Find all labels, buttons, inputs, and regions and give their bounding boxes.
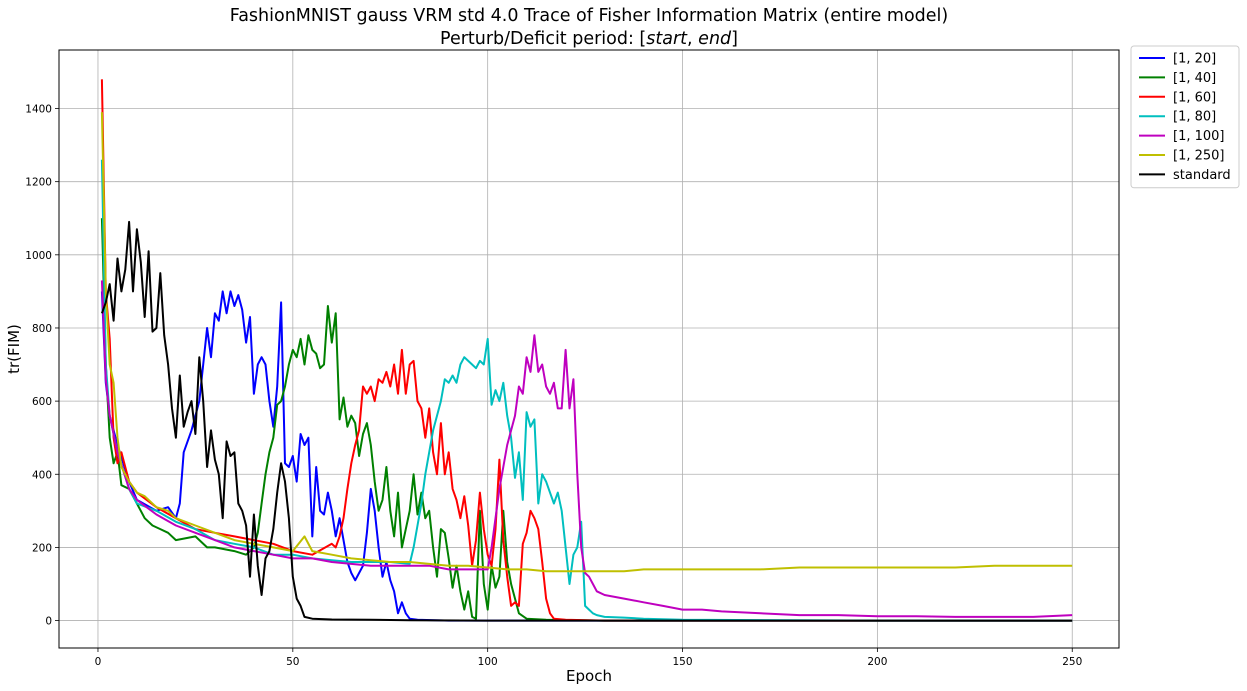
x-axis-label: Epoch [566, 667, 612, 685]
x-tick-label: 0 [95, 656, 102, 668]
y-tick-label: 800 [32, 323, 52, 335]
y-tick-label: 1200 [25, 177, 52, 189]
subtitle-start: start [646, 29, 688, 49]
legend-label-0: [1, 20] [1173, 52, 1216, 67]
subtitle-prefix: Perturb/Deficit period: [ [440, 29, 646, 49]
x-tick-label: 50 [286, 656, 299, 668]
legend-label-6: standard [1173, 168, 1231, 183]
y-tick-label: 1400 [25, 104, 52, 116]
subtitle-end: end [698, 29, 732, 49]
x-tick-label: 150 [673, 656, 693, 668]
legend-label-3: [1, 80] [1173, 110, 1216, 125]
series-lines [100, 79, 1073, 622]
series-line-6 [100, 220, 1073, 622]
y-tick-label: 400 [32, 469, 52, 481]
subtitle-suffix: ] [731, 29, 738, 49]
x-tick-label: 100 [478, 656, 498, 668]
y-tick-label: 200 [32, 542, 52, 554]
x-tick-label: 250 [1062, 656, 1082, 668]
plot-frame [58, 49, 1120, 649]
chart-title: FashionMNIST gauss VRM std 4.0 Trace of … [230, 6, 949, 26]
series-line-1 [100, 218, 1073, 622]
axis-ticks: 0 50 100 150 200 250 0 200 400 600 800 1000 1200 1400 [25, 104, 1082, 668]
legend-label-2: [1, 60] [1173, 90, 1216, 105]
y-tick-label: 1000 [25, 250, 52, 262]
legend-label-1: [1, 40] [1173, 71, 1216, 86]
series-line-2 [100, 79, 1073, 622]
legend-box [1130, 45, 1240, 189]
chart-subtitle: Perturb/Deficit period: [start, end] [440, 29, 738, 49]
x-tick-label: 200 [867, 656, 887, 668]
y-tick-label: 0 [45, 616, 52, 628]
grid [59, 50, 1119, 648]
y-tick-label: 600 [32, 396, 52, 408]
legend-label-5: [1, 250] [1173, 149, 1225, 164]
series-line-5 [100, 112, 1073, 573]
legend: [1, 20] [1, 40] [1, 60] [1, 80] [1, 100] [1, … [1130, 45, 1240, 189]
subtitle-sep: , [687, 29, 698, 49]
legend-label-4: [1, 100] [1173, 129, 1225, 144]
y-axis-label: tr(FIM) [5, 324, 23, 374]
